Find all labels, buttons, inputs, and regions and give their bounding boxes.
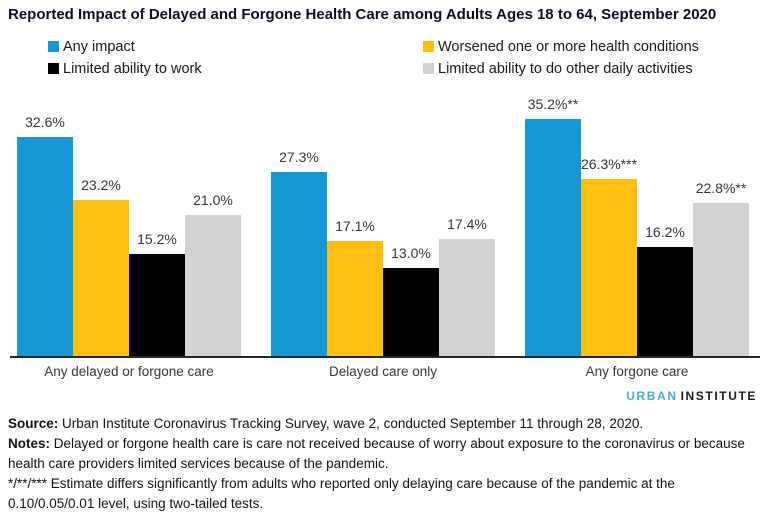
chart-title: Reported Impact of Delayed and Forgone H… xyxy=(8,6,717,23)
bar-value-label: 27.3% xyxy=(279,149,319,165)
x-axis-labels: Any delayed or forgone care Delayed care … xyxy=(10,364,760,379)
bar-value-label: 17.4% xyxy=(447,216,487,232)
bar-value-label: 15.2% xyxy=(137,231,177,247)
logo-institute-text: INSTITUTE xyxy=(680,389,757,403)
notes-text: Delayed or forgone health care is care n… xyxy=(8,436,745,471)
bar: 26.3%*** xyxy=(581,80,637,356)
bar: 16.2% xyxy=(637,80,693,356)
urban-institute-logo: URBAN INSTITUTE xyxy=(0,389,757,404)
legend-label: Any impact xyxy=(63,38,135,55)
bar-fill xyxy=(693,203,749,356)
bar-value-label: 35.2%** xyxy=(527,96,579,112)
bar-value-label: 22.8%** xyxy=(695,180,747,196)
bar-value-label: 32.6% xyxy=(25,114,65,130)
legend: Any impact Worsened one or more health co… xyxy=(48,37,770,78)
bar-fill xyxy=(185,215,241,356)
legend-item: Limited ability to do other daily activi… xyxy=(423,59,770,78)
bar-fill xyxy=(271,172,327,356)
bar-fill xyxy=(327,241,383,356)
bar-fill xyxy=(581,179,637,356)
source-text: Urban Institute Coronavirus Tracking Sur… xyxy=(58,416,644,431)
x-axis-category-label: Any forgone care xyxy=(585,364,689,379)
bar-value-label: 21.0% xyxy=(193,192,233,208)
notes-line: Notes: Delayed or forgone health care is… xyxy=(8,434,762,474)
bar: 22.8%** xyxy=(693,80,749,356)
legend-swatch-icon xyxy=(423,41,434,52)
legend-item: Worsened one or more health conditions xyxy=(423,37,770,56)
bar-fill xyxy=(439,239,495,356)
x-axis-line xyxy=(10,356,760,358)
bar-group: 35.2%** 26.3%*** 16.2% 22.8%** xyxy=(525,80,749,356)
bar-group: 27.3% 17.1% 13.0% 17.4% xyxy=(271,80,495,356)
bar-fill xyxy=(383,268,439,356)
legend-swatch-icon xyxy=(423,63,434,74)
logo-urban-text: URBAN xyxy=(626,389,678,403)
bar-value-label: 26.3%*** xyxy=(580,156,638,172)
bar: 15.2% xyxy=(129,80,185,356)
notes-label: Notes: xyxy=(8,436,51,451)
bar: 35.2%** xyxy=(525,80,581,356)
bar: 27.3% xyxy=(271,80,327,356)
source-label: Source: xyxy=(8,416,59,431)
bar-group: 32.6% 23.2% 15.2% 21.0% xyxy=(17,80,241,356)
significance-text: */**/*** Estimate differs significantly … xyxy=(8,476,675,511)
legend-item: Limited ability to work xyxy=(48,59,423,78)
bar: 23.2% xyxy=(73,80,129,356)
bar-value-label: 23.2% xyxy=(81,177,121,193)
bar-fill xyxy=(129,254,185,356)
bar: 32.6% xyxy=(17,80,73,356)
bar: 13.0% xyxy=(383,80,439,356)
source-line: Source: Urban Institute Coronavirus Trac… xyxy=(8,414,762,434)
bar-fill xyxy=(73,200,129,356)
x-axis-category-label: Delayed care only xyxy=(328,364,438,379)
bar-value-label: 17.1% xyxy=(335,218,375,234)
bar: 17.1% xyxy=(327,80,383,356)
bar-fill xyxy=(637,247,693,356)
bar-value-label: 13.0% xyxy=(391,245,431,261)
bar: 17.4% xyxy=(439,80,495,356)
legend-swatch-icon xyxy=(48,41,59,52)
legend-label: Limited ability to do other daily activi… xyxy=(438,60,693,77)
legend-label: Worsened one or more health conditions xyxy=(438,38,699,55)
bar-fill xyxy=(525,119,581,356)
legend-label: Limited ability to work xyxy=(63,60,202,77)
bar-fill xyxy=(17,137,73,356)
legend-item: Any impact xyxy=(48,37,423,56)
bar-chart: 32.6% 23.2% 15.2% 21.0% 27.3% 17.1% 13.0% 17.4%… xyxy=(10,80,760,356)
x-axis-category-label: Any delayed or forgone care xyxy=(44,364,214,379)
footer-notes: Source: Urban Institute Coronavirus Trac… xyxy=(8,414,762,514)
significance-line: */**/*** Estimate differs significantly … xyxy=(8,474,762,514)
bar: 21.0% xyxy=(185,80,241,356)
bar-value-label: 16.2% xyxy=(645,224,685,240)
legend-swatch-icon xyxy=(48,63,59,74)
